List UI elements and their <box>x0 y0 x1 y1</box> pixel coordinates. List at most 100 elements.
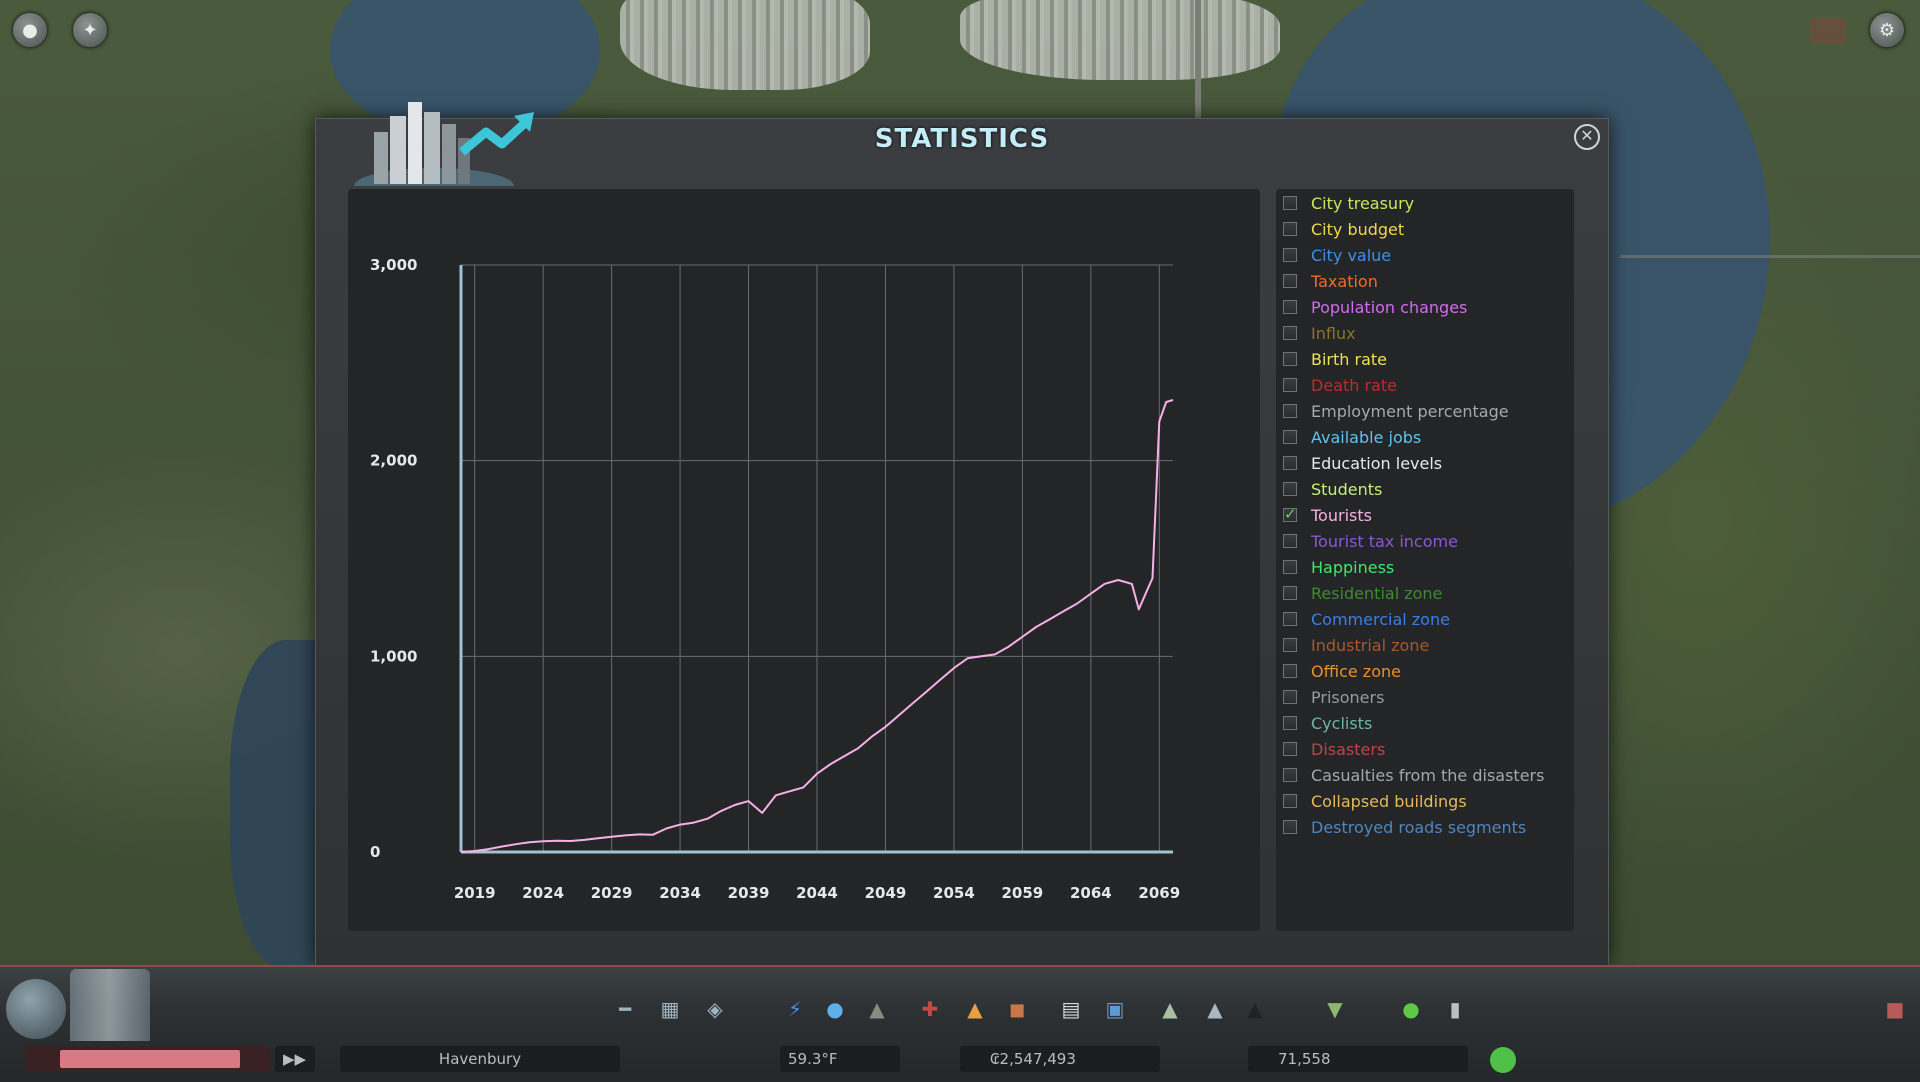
education-icon[interactable]: ▤ <box>1061 997 1081 1021</box>
fire-department-icon[interactable]: ▲ <box>967 997 983 1021</box>
electricity-icon[interactable]: ⚡ <box>787 997 803 1021</box>
policies-icon[interactable]: ▮ <box>1449 997 1461 1021</box>
legend-item[interactable]: Tourist tax income <box>1276 528 1458 554</box>
legend-checkbox[interactable] <box>1283 196 1297 210</box>
legend-label: Education levels <box>1311 453 1443 473</box>
x-tick-label: 2064 <box>1070 884 1112 902</box>
legend-checkbox[interactable] <box>1283 505 1297 523</box>
x-tick-label: 2059 <box>1002 884 1044 902</box>
legend-item[interactable]: Employment percentage <box>1276 398 1509 424</box>
y-tick-label: 0 <box>370 843 380 861</box>
legend-checkbox[interactable] <box>1283 248 1297 262</box>
legend-label: Casualties from the disasters <box>1311 765 1545 785</box>
x-tick-label: 2029 <box>591 884 633 902</box>
parks-icon[interactable]: ▲ <box>1162 997 1178 1021</box>
legend-item[interactable]: Available jobs <box>1276 424 1421 450</box>
legend-item[interactable]: Casualties from the disasters <box>1276 762 1544 788</box>
x-tick-label: 2019 <box>454 884 496 902</box>
legend-checkbox[interactable] <box>1283 794 1297 808</box>
chirper-icon[interactable]: ✦ <box>73 13 107 47</box>
legend-checkbox[interactable] <box>1283 742 1297 756</box>
legend-checkbox[interactable] <box>1283 716 1297 730</box>
close-icon[interactable]: ✕ <box>1574 124 1600 150</box>
legend-checkbox[interactable] <box>1283 326 1297 340</box>
legend-label: Office zone <box>1311 661 1401 681</box>
unique-buildings-icon[interactable]: ▲ <box>1207 997 1223 1021</box>
legend-item[interactable]: Residential zone <box>1276 580 1442 606</box>
speed-icon[interactable]: ▶▶ <box>275 1046 315 1072</box>
time-progress-bar[interactable] <box>25 1046 270 1072</box>
legend-label: Population changes <box>1311 297 1468 317</box>
legend-checkbox[interactable] <box>1283 612 1297 626</box>
money-readout[interactable]: ₢2,547,493 <box>960 1046 1160 1072</box>
cinematic-camera-icon[interactable] <box>1810 18 1846 44</box>
legend-item[interactable]: Population changes <box>1276 294 1467 320</box>
legend-item[interactable]: Birth rate <box>1276 346 1387 372</box>
legend-item[interactable]: Industrial zone <box>1276 632 1429 658</box>
landscaping-icon[interactable]: ▼ <box>1327 997 1343 1021</box>
info-views-icon[interactable] <box>6 979 66 1039</box>
healthcare-icon[interactable]: ✚ <box>921 997 939 1021</box>
water-icon[interactable]: ● <box>826 997 844 1021</box>
legend-checkbox[interactable] <box>1283 430 1297 444</box>
roads-icon[interactable]: ━ <box>618 997 632 1021</box>
legend-checkbox[interactable] <box>1283 820 1297 834</box>
garbage-icon[interactable]: ▲ <box>869 997 885 1021</box>
city-name[interactable]: Havenbury <box>340 1046 620 1072</box>
y-tick-label: 2,000 <box>370 452 417 470</box>
legend-item[interactable]: City treasury <box>1276 190 1414 216</box>
city-icon[interactable] <box>70 969 150 1041</box>
happiness-icon[interactable] <box>1490 1047 1516 1073</box>
legend-label: Tourist tax income <box>1311 531 1458 551</box>
x-tick-label: 2069 <box>1138 884 1180 902</box>
legend-checkbox[interactable] <box>1283 352 1297 366</box>
legend-checkbox[interactable] <box>1283 560 1297 574</box>
pause-button[interactable]: ● <box>13 13 47 47</box>
legend-item[interactable]: Tourists <box>1276 502 1372 528</box>
legend-checkbox[interactable] <box>1283 404 1297 418</box>
legend-item[interactable]: Death rate <box>1276 372 1397 398</box>
legend-item[interactable]: Destroyed roads segments <box>1276 814 1526 840</box>
legend-checkbox[interactable] <box>1283 638 1297 652</box>
legend-checkbox[interactable] <box>1283 664 1297 678</box>
legend-checkbox[interactable] <box>1283 378 1297 392</box>
legend-checkbox[interactable] <box>1283 768 1297 782</box>
bulldozer-icon[interactable]: ■ <box>1885 997 1905 1021</box>
gear-icon[interactable]: ⚙ <box>1870 13 1904 47</box>
disaster-icon[interactable]: ▲ <box>1247 997 1263 1021</box>
legend-checkbox[interactable] <box>1283 690 1297 704</box>
legend-item[interactable]: Students <box>1276 476 1382 502</box>
legend-checkbox[interactable] <box>1283 274 1297 288</box>
tourists-line-chart: 0 1,000 2,000 3,000 2019 2024 2029 2034 2039 2044… <box>370 256 1180 902</box>
legend-item[interactable]: Office zone <box>1276 658 1401 684</box>
legend-checkbox[interactable] <box>1283 222 1297 236</box>
tourists-series-line <box>460 399 1174 853</box>
legend-item[interactable]: Disasters <box>1276 736 1385 762</box>
legend-label: Happiness <box>1311 557 1395 577</box>
zoning-icon[interactable]: ▦ <box>660 997 680 1021</box>
legend-checkbox[interactable] <box>1283 534 1297 548</box>
legend-checkbox[interactable] <box>1283 482 1297 496</box>
legend-item[interactable]: Collapsed buildings <box>1276 788 1467 814</box>
legend-checkbox[interactable] <box>1283 586 1297 600</box>
public-transport-icon[interactable]: ▣ <box>1105 997 1125 1021</box>
y-tick-label: 3,000 <box>370 256 417 274</box>
districts-icon[interactable]: ◈ <box>707 997 723 1021</box>
population-readout[interactable]: 71,558 <box>1248 1046 1468 1072</box>
legend-item[interactable]: City value <box>1276 242 1391 268</box>
legend-item[interactable]: Prisoners <box>1276 684 1384 710</box>
legend-item[interactable]: City budget <box>1276 216 1404 242</box>
legend-label: Commercial zone <box>1311 609 1450 629</box>
legend-label: Cyclists <box>1311 713 1373 733</box>
legend-item[interactable]: Education levels <box>1276 450 1442 476</box>
legend-item[interactable]: Happiness <box>1276 554 1394 580</box>
police-icon[interactable]: ◼ <box>1008 997 1026 1021</box>
legend-item[interactable]: Taxation <box>1276 268 1378 294</box>
money-icon[interactable]: ● <box>1402 997 1420 1021</box>
legend-item[interactable]: Influx <box>1276 320 1356 346</box>
legend-checkbox[interactable] <box>1283 300 1297 314</box>
legend-item[interactable]: Commercial zone <box>1276 606 1450 632</box>
x-tick-label: 2024 <box>522 884 564 902</box>
legend-checkbox[interactable] <box>1283 456 1297 470</box>
legend-item[interactable]: Cyclists <box>1276 710 1372 736</box>
